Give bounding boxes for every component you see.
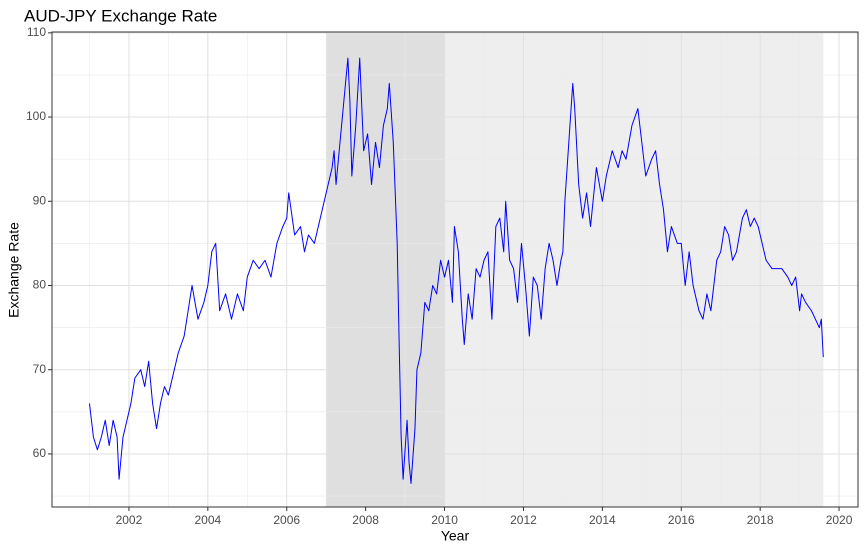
y-tick-label: 90 [33,193,47,207]
data-line [88,57,824,484]
x-axis-title: Year [441,528,470,544]
x-tick-label: 2002 [116,513,143,527]
y-tick-label: 70 [33,362,47,376]
y-tick-label: 110 [27,25,46,39]
x-tick-label: 2004 [194,513,221,527]
plot-border [51,31,859,508]
x-tick-label: 2020 [826,513,853,527]
x-tick-label: 2006 [273,513,300,527]
shaded-region [444,32,824,507]
shaded-region [326,32,445,507]
y-tick-label: 100 [26,109,46,123]
x-tick-label: 2012 [510,513,537,527]
x-tick-label: 2018 [747,513,774,527]
x-tick-label: 2016 [668,513,695,527]
y-tick-label: 60 [33,446,47,460]
y-tick-label: 80 [33,278,47,292]
x-tick-label: 2010 [431,513,458,527]
y-axis-title: Exchange Rate [6,222,22,318]
x-tick-label: 2014 [589,513,616,527]
x-tick-label: 2008 [352,513,379,527]
chart-title: AUD-JPY Exchange Rate [24,6,217,25]
